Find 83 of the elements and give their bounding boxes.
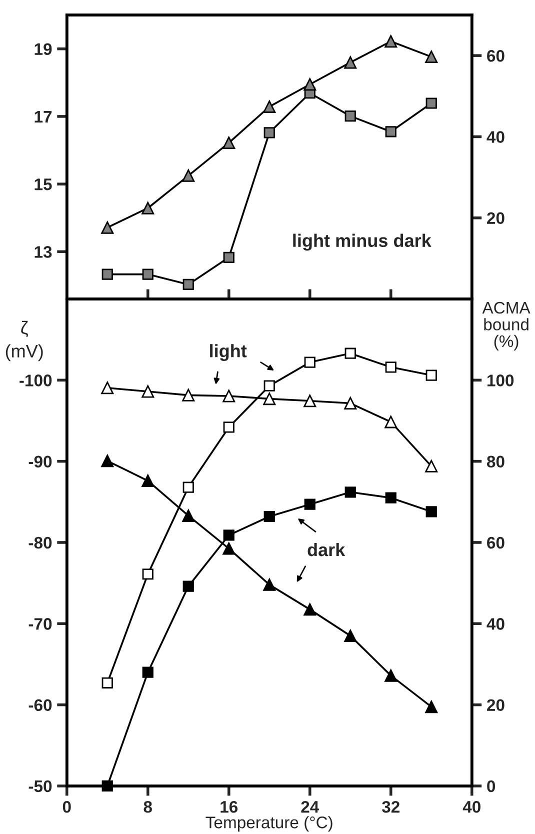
point [304,394,316,408]
point [263,392,276,406]
y2-tick-label: 0 [487,780,496,792]
point [263,578,276,591]
point [182,580,194,592]
y2-tick-label: 20 [487,699,504,712]
point [142,474,154,488]
point [142,202,154,214]
point [344,397,357,410]
annotation: light [210,344,247,362]
y-tick-label: 15 [34,178,52,190]
point [304,78,316,91]
y-tick-label: -90 [28,456,52,468]
y2-tick-label: 40 [486,131,504,143]
point [426,370,437,381]
point [344,348,356,359]
point [222,542,236,555]
y2-tick-label: 60 [487,536,504,549]
point [384,669,398,682]
y2-tick-label: 60 [487,50,504,62]
point [426,506,437,518]
point [223,252,234,263]
point [182,169,195,182]
y-tick-label: -60 [28,699,52,712]
point [384,35,398,48]
y-tick-label: 17 [34,111,52,122]
x-tick-label: 16 [220,800,238,813]
y2-tick-label: 40 [486,618,504,630]
y2-axis-title: ACMA bound (%) [482,302,530,350]
point [223,422,234,433]
point [344,486,356,498]
point [222,136,236,150]
point [182,509,195,522]
y-tick-label: -70 [28,618,52,630]
x-axis-title: Temperature (°C) [206,816,332,832]
x-tick-label: 40 [462,800,480,813]
x-tick-label: 8 [144,800,152,813]
y-tick-label: -50 [28,780,52,792]
point [385,492,396,504]
point [425,50,438,64]
point [182,278,194,290]
point [425,460,438,472]
y2-tick-label: 80 [486,456,504,468]
point [264,510,275,522]
x-tick-label: 24 [301,800,320,813]
point [101,454,114,468]
annotation: light minus dark [293,234,432,251]
point [304,603,316,616]
point [304,498,316,510]
point [223,530,234,541]
y-tick-label: -100 [20,374,52,386]
x-tick-label: 0 [62,800,71,813]
point [264,127,275,138]
point [344,110,356,122]
point [182,482,194,493]
point [264,380,275,392]
point [384,416,398,428]
point [101,382,114,394]
point [142,666,154,678]
x-tick-label: 32 [382,800,400,813]
point [222,390,236,402]
point [425,700,438,714]
y-tick-label: -80 [28,536,52,549]
y-tick-label: 19 [34,43,52,56]
y-axis-title: ζ (mV) [6,320,43,362]
y2-tick-label: 100 [488,374,514,386]
point [102,677,113,688]
point [304,356,316,368]
point [142,385,154,398]
point [142,568,154,580]
point [426,98,437,109]
point [182,388,195,402]
point [344,630,357,642]
point [142,268,154,280]
point [385,362,396,373]
y-tick-label: 13 [34,246,52,258]
point [263,100,276,113]
annotation: dark [308,542,346,556]
point [101,221,114,234]
y2-tick-label: 20 [487,212,504,224]
point [385,126,396,138]
point [344,56,357,69]
point [102,268,113,280]
